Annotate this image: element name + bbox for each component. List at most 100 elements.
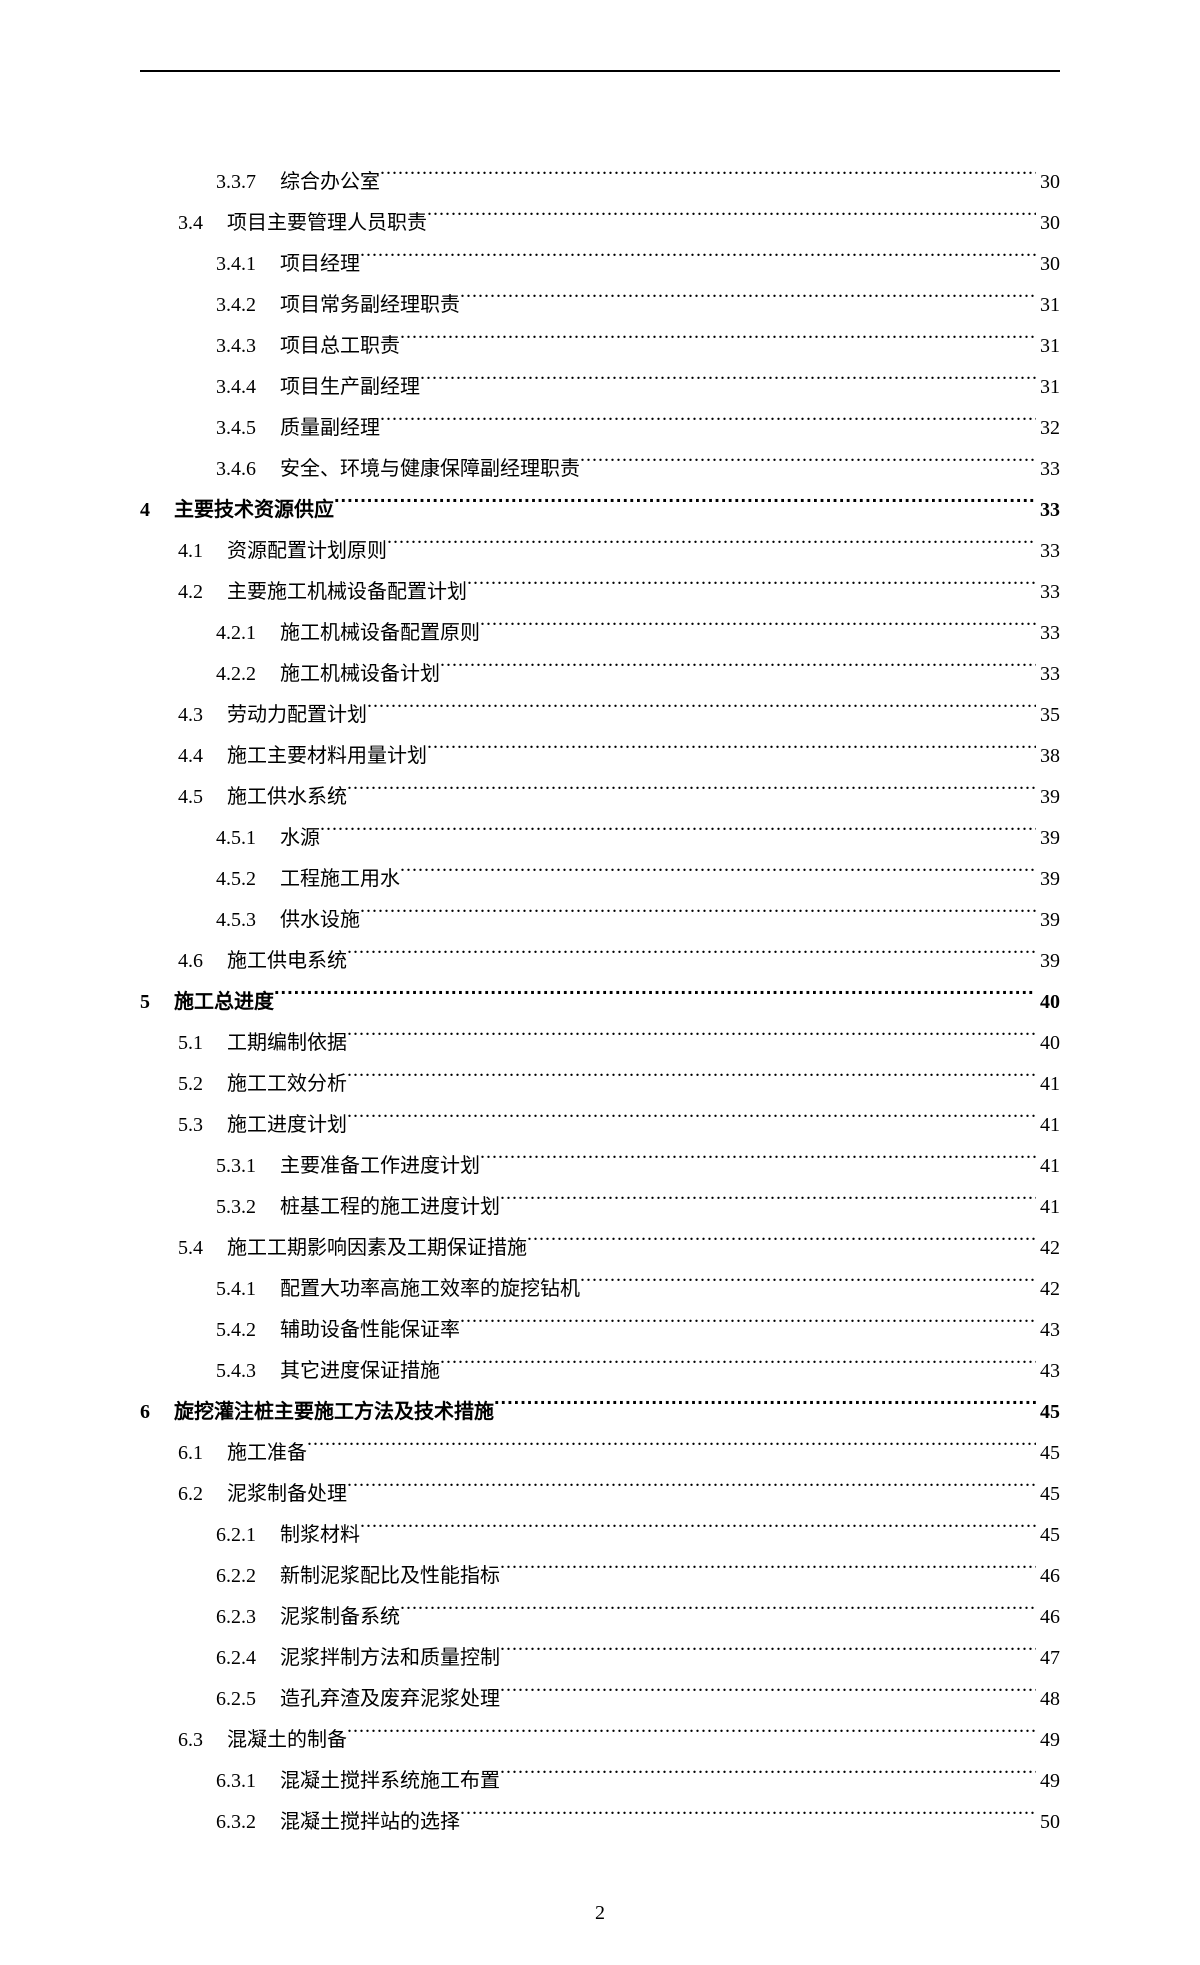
toc-page-number: 31 <box>1036 326 1060 366</box>
toc-number: 3.4.5 <box>216 408 280 448</box>
toc-number: 6.3.2 <box>216 1802 280 1842</box>
toc-page-number: 45 <box>1036 1392 1060 1432</box>
toc-title: 施工准备 <box>227 1433 307 1473</box>
toc-number: 5.3.2 <box>216 1187 280 1227</box>
toc-number: 4.2.2 <box>216 654 280 694</box>
toc-row: 3.4.5质量副经理32 <box>140 408 1060 448</box>
toc-title: 混凝土搅拌系统施工布置 <box>280 1761 500 1801</box>
toc-leader-dots <box>347 1726 1036 1746</box>
toc-page-number: 41 <box>1036 1105 1060 1145</box>
toc-row: 3.4.1项目经理30 <box>140 244 1060 284</box>
toc-number: 3.4.2 <box>216 285 280 325</box>
toc-number: 6.2.1 <box>216 1515 280 1555</box>
toc-leader-dots <box>347 1070 1036 1090</box>
toc-leader-dots <box>400 332 1036 352</box>
toc-page-number: 48 <box>1036 1679 1060 1719</box>
toc-page-number: 43 <box>1036 1310 1060 1350</box>
toc-row: 4.4施工主要材料用量计划38 <box>140 736 1060 776</box>
toc-title: 项目生产副经理 <box>280 367 420 407</box>
toc-row: 5.1工期编制依据 40 <box>140 1023 1060 1063</box>
toc-leader-dots <box>380 168 1036 188</box>
toc-title: 供水设施 <box>280 900 360 940</box>
toc-title: 新制泥浆配比及性能指标 <box>280 1556 500 1596</box>
toc-title: 劳动力配置计划 <box>227 695 367 735</box>
toc-leader-dots <box>480 1152 1036 1172</box>
toc-leader-dots <box>460 291 1036 311</box>
toc-leader-dots <box>347 947 1036 967</box>
toc-page-number: 41 <box>1036 1064 1060 1104</box>
toc-title: 主要技术资源供应 <box>174 490 334 530</box>
page-number: 2 <box>140 1902 1060 1925</box>
toc-leader-dots <box>320 824 1036 844</box>
toc-page-number: 50 <box>1036 1802 1060 1842</box>
toc-page-number: 42 <box>1036 1228 1060 1268</box>
toc-page-number: 31 <box>1036 285 1060 325</box>
toc-page-number: 33 <box>1036 572 1060 612</box>
toc-leader-dots <box>400 865 1036 885</box>
toc-row: 5.4施工工期影响因素及工期保证措施42 <box>140 1228 1060 1268</box>
toc-row: 6.1施工准备45 <box>140 1433 1060 1473</box>
toc-number: 6 <box>140 1392 174 1432</box>
toc-title: 辅助设备性能保证率 <box>280 1310 460 1350</box>
toc-title: 施工进度计划 <box>227 1105 347 1145</box>
toc-row: 6.3混凝土的制备49 <box>140 1720 1060 1760</box>
toc-row: 4.3劳动力配置计划35 <box>140 695 1060 735</box>
toc-leader-dots <box>500 1644 1036 1664</box>
header-rule <box>140 70 1060 72</box>
toc-row: 4主要技术资源供应33 <box>140 490 1060 530</box>
toc-row: 6.2.5造孔弃渣及废弃泥浆处理48 <box>140 1679 1060 1719</box>
toc-number: 5.1 <box>178 1023 227 1063</box>
toc-title: 资源配置计划原则 <box>227 531 387 571</box>
toc-title: 施工工期影响因素及工期保证措施 <box>227 1228 527 1268</box>
toc-page-number: 39 <box>1036 777 1060 817</box>
toc-number: 3.4.4 <box>216 367 280 407</box>
toc-row: 6.2.4泥浆拌制方法和质量控制47 <box>140 1638 1060 1678</box>
toc-number: 4.5.3 <box>216 900 280 940</box>
toc-leader-dots <box>460 1316 1036 1336</box>
toc-number: 5.4.2 <box>216 1310 280 1350</box>
toc-page-number: 39 <box>1036 941 1060 981</box>
toc-page-number: 33 <box>1036 490 1060 530</box>
toc-leader-dots <box>347 1111 1036 1131</box>
toc-page-number: 46 <box>1036 1556 1060 1596</box>
toc-title: 水源 <box>280 818 320 858</box>
toc-leader-dots <box>380 414 1036 434</box>
toc-page-number: 40 <box>1036 1023 1060 1063</box>
toc-number: 6.2.2 <box>216 1556 280 1596</box>
toc-page-number: 33 <box>1036 449 1060 489</box>
toc-title: 泥浆制备系统 <box>280 1597 400 1637</box>
toc-row: 6.3.1混凝土搅拌系统施工布置49 <box>140 1761 1060 1801</box>
toc-number: 3.4.6 <box>216 449 280 489</box>
toc-page-number: 31 <box>1036 367 1060 407</box>
toc-leader-dots <box>274 988 1036 1008</box>
toc-title: 泥浆拌制方法和质量控制 <box>280 1638 500 1678</box>
toc-row: 6.2.1制浆材料45 <box>140 1515 1060 1555</box>
toc-title: 质量副经理 <box>280 408 380 448</box>
toc-title: 施工机械设备计划 <box>280 654 440 694</box>
toc-row: 3.4.4项目生产副经理 31 <box>140 367 1060 407</box>
toc-page-number: 40 <box>1036 982 1060 1022</box>
toc-number: 4.5.1 <box>216 818 280 858</box>
toc-title: 其它进度保证措施 <box>280 1351 440 1391</box>
toc-row: 5.4.1配置大功率高施工效率的旋挖钻机42 <box>140 1269 1060 1309</box>
toc-title: 工期编制依据 <box>227 1023 347 1063</box>
toc-title: 混凝土的制备 <box>227 1720 347 1760</box>
toc-row: 6.2.2新制泥浆配比及性能指标 46 <box>140 1556 1060 1596</box>
toc-title: 施工机械设备配置原则 <box>280 613 480 653</box>
toc-leader-dots <box>347 1480 1036 1500</box>
toc-row: 4.5.1水源39 <box>140 818 1060 858</box>
toc-leader-dots <box>460 1808 1036 1828</box>
toc-page-number: 38 <box>1036 736 1060 776</box>
toc-title: 主要施工机械设备配置计划 <box>227 572 467 612</box>
toc-row: 4.5.2工程施工用水39 <box>140 859 1060 899</box>
toc-page-number: 30 <box>1036 203 1060 243</box>
toc-title: 项目常务副经理职责 <box>280 285 460 325</box>
toc-leader-dots <box>580 1275 1036 1295</box>
toc-leader-dots <box>500 1193 1036 1213</box>
toc-title: 项目总工职责 <box>280 326 400 366</box>
toc-page-number: 33 <box>1036 654 1060 694</box>
toc-leader-dots <box>467 578 1036 598</box>
toc-leader-dots <box>427 742 1036 762</box>
toc-row: 4.1资源配置计划原则33 <box>140 531 1060 571</box>
toc-page-number: 33 <box>1036 613 1060 653</box>
